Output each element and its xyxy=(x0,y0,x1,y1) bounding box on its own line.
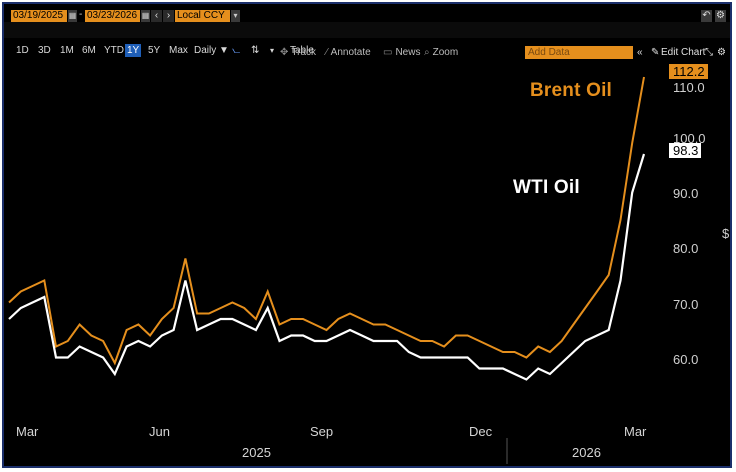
wti-last-price-tag: 98.3 xyxy=(669,143,702,158)
brent-last-price-tag: 112.2 xyxy=(669,64,708,79)
add-data-input[interactable]: Add Data xyxy=(525,46,633,59)
line-chart-icon[interactable]: ⦦ xyxy=(232,45,241,56)
range-3d[interactable]: 3D xyxy=(38,45,51,56)
x-tick-mar: Mar xyxy=(16,424,39,439)
prev-arrow-icon[interactable]: ‹ xyxy=(151,10,162,22)
range-1m[interactable]: 1M xyxy=(60,45,74,56)
brent-series-line[interactable] xyxy=(8,76,645,366)
y-tick-110: 110.0 xyxy=(673,80,705,95)
calendar-icon[interactable]: ▦ xyxy=(141,10,150,22)
frequency-select[interactable]: Daily ▼ xyxy=(194,45,229,56)
annotation-toolbar: ✥ Track ⁄ Annotate ▭ News ⌕ Zoom xyxy=(4,41,730,61)
y-tick-100: 100.0 xyxy=(673,131,706,146)
x-year-2025: 2025 xyxy=(242,445,271,460)
news-label: News xyxy=(395,47,421,58)
range-ytd[interactable]: YTD xyxy=(104,45,124,56)
zoom-label: Zoom xyxy=(432,47,459,58)
edit-chart-button[interactable]: Edit Chart xyxy=(661,47,706,58)
track-tool[interactable]: ✥ Track xyxy=(280,46,316,59)
search-icon: ⌕ xyxy=(424,47,430,58)
calendar-icon[interactable]: ▦ xyxy=(68,10,77,22)
news-tool[interactable]: ▭ News xyxy=(383,46,420,59)
range-max[interactable]: Max xyxy=(169,45,188,56)
currency-select[interactable]: Local CCY xyxy=(175,10,230,22)
y-tick-60: 60.0 xyxy=(673,352,699,367)
collapse-icon[interactable]: « xyxy=(637,47,643,58)
chevron-down-icon[interactable]: ▾ xyxy=(231,10,240,22)
settings-icon[interactable]: ⚙ xyxy=(715,10,726,22)
pencil-icon: ⁄ xyxy=(326,47,328,58)
chart-type-icon[interactable]: ⇅ xyxy=(251,45,260,56)
chart-window: 03/19/2025 ▦ - 03/23/2026 ▦ ‹ › Local CC… xyxy=(2,2,732,468)
edit-icon[interactable]: ⤡ xyxy=(705,47,713,58)
zoom-tool[interactable]: ⌕ Zoom xyxy=(424,46,458,59)
date-separator: - xyxy=(79,9,83,20)
table-button[interactable]: Table xyxy=(290,45,314,56)
track-label: Track xyxy=(291,47,317,58)
annotate-label: Annotate xyxy=(330,47,371,58)
wti-series-line[interactable] xyxy=(8,153,646,381)
range-1y[interactable]: 1Y xyxy=(125,44,142,57)
x-tick-mar-2026: Mar xyxy=(624,424,647,439)
range-toolbar: 1D 3D 1M 6M YTD 1Y 5Y Max Daily ▼ ⦦ ⇅ ▾ … xyxy=(4,22,730,59)
y-tick-90: 90.0 xyxy=(673,186,699,201)
y-tick-80: 80.0 xyxy=(673,241,699,256)
x-year-2026: 2026 xyxy=(572,445,601,460)
x-tick-jun: Jun xyxy=(149,424,170,439)
brent-legend-label: Brent Oil xyxy=(530,80,613,101)
chevron-down-icon[interactable]: ▾ xyxy=(270,46,275,55)
y-axis-label: $ xyxy=(722,226,730,241)
edit-icon[interactable]: ✎ xyxy=(651,47,660,58)
top-toolbar: 03/19/2025 ▦ - 03/23/2026 ▦ ‹ › Local CC… xyxy=(4,4,730,22)
next-arrow-icon[interactable]: › xyxy=(163,10,174,22)
price-chart[interactable] xyxy=(4,4,730,466)
wti-legend-label: WTI Oil xyxy=(513,177,580,198)
end-date-field[interactable]: 03/23/2026 xyxy=(85,10,140,22)
x-tick-sep: Sep xyxy=(310,424,334,439)
range-6m[interactable]: 6M xyxy=(82,45,96,56)
undo-icon[interactable]: ↶ xyxy=(701,10,712,22)
y-tick-70: 70.0 xyxy=(673,297,699,312)
start-date-field[interactable]: 03/19/2025 xyxy=(11,10,67,22)
range-1d[interactable]: 1D xyxy=(16,45,29,56)
crosshair-icon: ✥ xyxy=(280,47,289,58)
x-tick-dec: Dec xyxy=(469,424,493,439)
annotate-tool[interactable]: ⁄ Annotate xyxy=(326,46,371,59)
settings-icon[interactable]: ⚙ xyxy=(717,47,726,58)
news-icon: ▭ xyxy=(383,47,393,58)
range-5y[interactable]: 5Y xyxy=(148,45,161,56)
